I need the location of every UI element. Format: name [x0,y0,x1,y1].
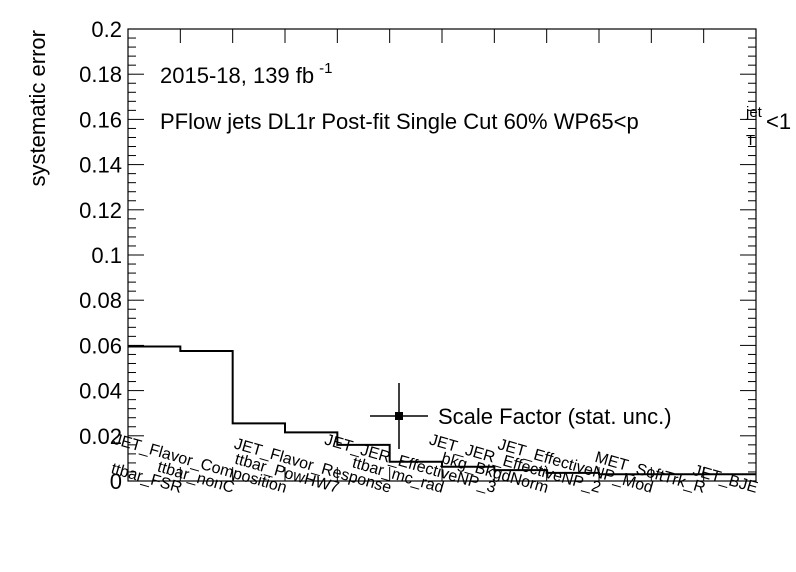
y-tick-label: 0 [110,469,122,494]
y-axis-title: systematic error [25,30,50,186]
lumi-text: 2015-18, 139 fb [160,63,314,88]
y-tick-label: 0.18 [79,62,122,87]
legend-label: Scale Factor (stat. unc.) [438,404,672,429]
pt-subscript: T [746,132,755,149]
selection-annotation: PFlow jets DL1r Post-fit Single Cut 60% … [160,109,639,134]
y-tick-label: 0.02 [79,424,122,449]
x-axis-labels: ttbar_FSRttbar_nonCJET_Flavor_Compositio… [109,431,759,497]
y-tick-label: 0.04 [79,379,122,404]
y-tick-label: 0.14 [79,153,122,178]
lumi-exponent: -1 [319,60,332,77]
legend-marker [395,412,403,420]
lumi-annotation: 2015-18, 139 fb -1 [160,60,332,88]
y-tick-label: 0.2 [91,17,122,42]
selection-tail: <1 [766,109,791,134]
pt-jet-superscript: jet [745,104,763,121]
y-tick-label: 0.06 [79,333,122,358]
y-tick-label: 0.1 [91,243,122,268]
y-tick-label: 0.12 [79,198,122,223]
y-tick-label: 0.16 [79,107,122,132]
legend: Scale Factor (stat. unc.) [370,383,672,449]
y-axis-ticks: 0 0.02 0.04 0.06 0.08 0.1 0.12 0.14 0.16 0.18 0.2 [79,17,756,494]
systematic-step-line [128,345,756,476]
y-tick-label: 0.08 [79,288,122,313]
